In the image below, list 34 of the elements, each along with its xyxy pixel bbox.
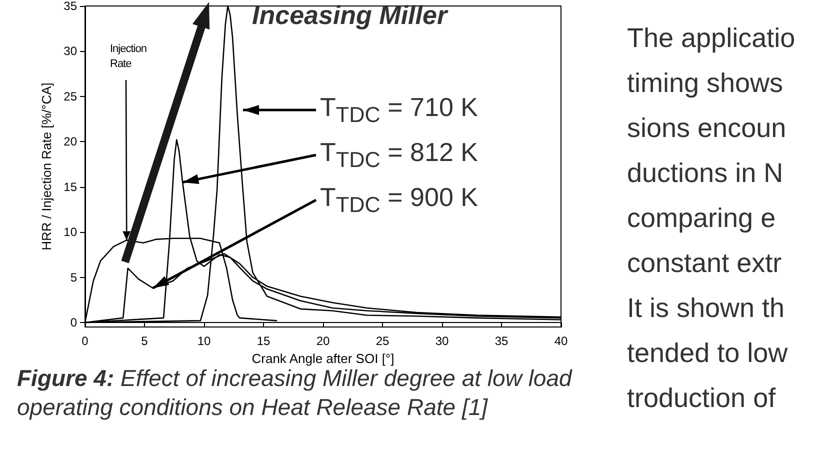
x-tick-label: 35 [494, 334, 508, 348]
annotation: T$_{TDC}$ = 900 K [320, 182, 478, 220]
x-tick-label: 0 [82, 334, 89, 348]
text: ductions in N [627, 157, 784, 189]
y-tick-label: 15 [64, 180, 78, 194]
annotation: Injection Rate [110, 42, 148, 72]
x-tick-label: 25 [376, 334, 390, 348]
caption: Figure 4: Effect of increasing Miller degree at low load operating conditions on Heat Release Rate [1] [17, 365, 574, 422]
annotation: T$_{TDC}$ = 710 K [320, 92, 478, 130]
y-tick-label: 25 [64, 89, 78, 104]
x-tick-label: 30 [435, 334, 449, 348]
x-tick-label: 20 [316, 334, 330, 348]
y-tick-label: 0 [70, 315, 78, 330]
x-tick-label: 15 [256, 334, 270, 348]
y-tick-label: 10 [64, 225, 78, 240]
annotation: Inceasing Miller [252, 0, 448, 30]
y-tick-label: 35 [64, 0, 78, 13]
y-axis-title: HRR / Injection Rate [%/°CA] [38, 82, 54, 250]
y-tick-label: 30 [64, 44, 78, 58]
text: tended to low [627, 337, 788, 369]
text: The applicatio [627, 22, 796, 54]
text: troduction of [627, 382, 776, 414]
x-tick-label: 5 [141, 334, 148, 348]
text: comparing e [627, 202, 776, 234]
x-tick-label: 40 [554, 334, 568, 348]
text: constant extr [627, 247, 782, 279]
text: sions encoun [627, 112, 786, 144]
text: It is shown th [627, 292, 785, 324]
x-axis-title: Crank Angle after SOI [°] [252, 350, 394, 366]
text: timing shows [627, 67, 784, 99]
y-tick-label: 5 [70, 270, 78, 284]
x-tick-label: 10 [197, 334, 211, 348]
annotation: T$_{TDC}$ = 812 K [320, 137, 478, 174]
y-tick-label: 20 [64, 134, 78, 149]
